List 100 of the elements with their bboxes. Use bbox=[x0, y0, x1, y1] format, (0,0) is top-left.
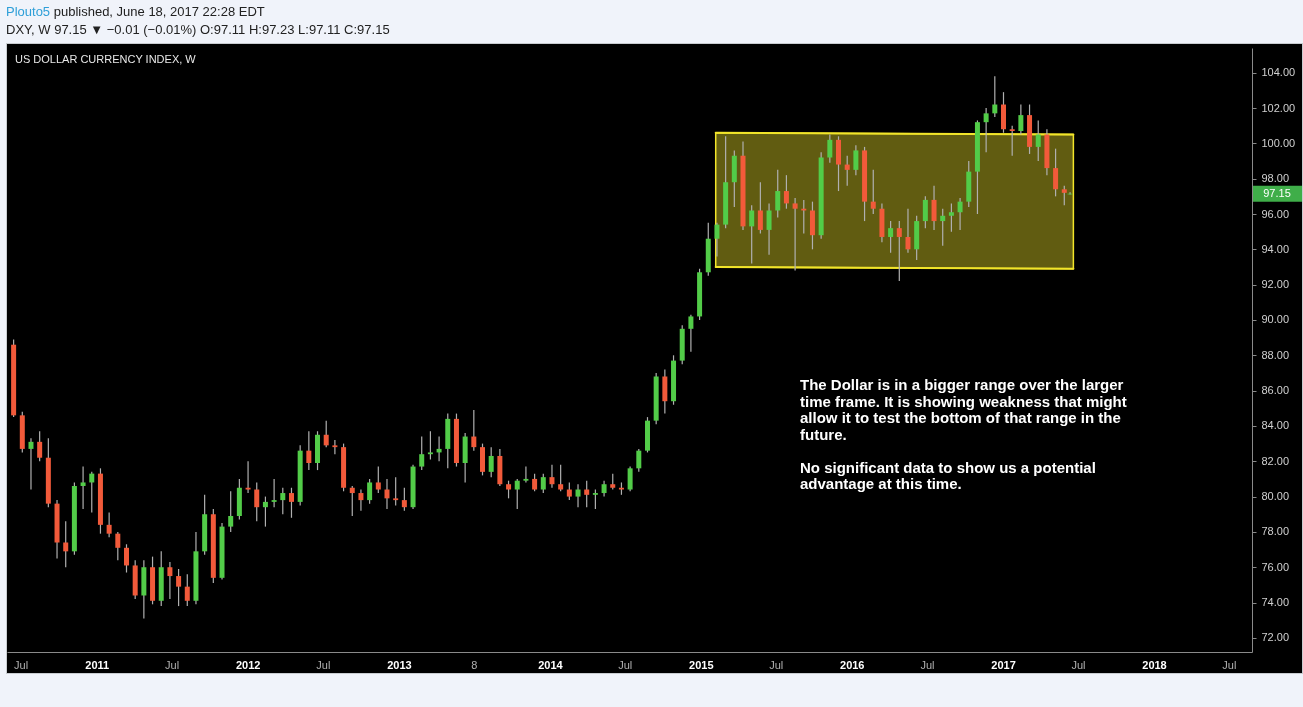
chart-title: US DOLLAR CURRENCY INDEX, W bbox=[15, 53, 197, 65]
candlestick bbox=[1009, 125, 1015, 157]
candlestick bbox=[870, 169, 876, 215]
candlestick bbox=[714, 222, 720, 257]
candlestick bbox=[627, 465, 633, 492]
candlestick bbox=[375, 465, 381, 494]
x-tick-label: Jul bbox=[316, 658, 331, 671]
x-tick-label: Jul bbox=[1222, 658, 1237, 671]
y-tick-label: 72.00 bbox=[1261, 631, 1290, 644]
candlestick bbox=[332, 439, 338, 455]
x-tick-label: 2012 bbox=[235, 658, 261, 671]
x-tick-label: 2014 bbox=[538, 658, 564, 671]
candlestick bbox=[688, 314, 694, 353]
candlestick bbox=[575, 483, 581, 508]
candlestick bbox=[176, 568, 182, 607]
x-tick-label: 2011 bbox=[85, 658, 110, 671]
candlestick bbox=[254, 481, 260, 522]
x-tick-label: 2015 bbox=[689, 658, 714, 671]
candlestick bbox=[401, 487, 407, 512]
x-tick-label: Jul bbox=[14, 658, 29, 671]
candlestick bbox=[549, 464, 555, 489]
y-tick-label: 96.00 bbox=[1261, 207, 1290, 220]
chart-subtitle: DXY, W 97.15 ▼ −0.01 (−0.01%) O:97.11 H:97.23 L:97.11 C:97.15 bbox=[6, 22, 390, 37]
candlestick bbox=[306, 430, 312, 471]
candlestick bbox=[827, 133, 833, 164]
candlestick bbox=[584, 480, 590, 508]
y-tick-label: 84.00 bbox=[1261, 419, 1290, 432]
annotation: The Dollar is in a bigger range over the larger time frame. It is showing weakness that might allow it to test the bottom of that range in the future. bbox=[800, 376, 1127, 443]
candlestick bbox=[63, 520, 69, 568]
x-tick-label: 8 bbox=[471, 658, 478, 671]
candlestick bbox=[783, 174, 789, 210]
candlestick bbox=[957, 197, 963, 231]
x-tick-label: Jul bbox=[618, 658, 633, 671]
candlestick bbox=[271, 478, 277, 508]
candlestick bbox=[888, 220, 894, 254]
candlestick bbox=[349, 485, 355, 517]
candlestick bbox=[419, 435, 425, 471]
candlestick bbox=[523, 465, 529, 484]
candlestick bbox=[1061, 185, 1067, 206]
candlestick bbox=[167, 561, 173, 600]
candlestick bbox=[1035, 119, 1041, 162]
candlestick bbox=[262, 495, 268, 528]
y-tick-label: 102.00 bbox=[1261, 101, 1296, 114]
candlestick bbox=[124, 543, 129, 574]
candlestick bbox=[931, 185, 937, 231]
candlestick bbox=[792, 197, 798, 272]
x-tick-label: 2017 bbox=[991, 658, 1016, 671]
candlestick bbox=[853, 144, 859, 176]
y-tick-label: 94.00 bbox=[1261, 242, 1290, 255]
candlestick bbox=[775, 169, 781, 219]
y-tick-label: 104.00 bbox=[1261, 66, 1296, 79]
candlestick bbox=[922, 195, 928, 229]
candlestick bbox=[323, 420, 329, 448]
y-tick-label: 98.00 bbox=[1261, 172, 1290, 185]
candlestick bbox=[749, 204, 755, 265]
candlestick bbox=[89, 471, 95, 514]
candlestick bbox=[844, 155, 850, 187]
candlestick bbox=[540, 473, 546, 494]
candlestick bbox=[288, 487, 294, 519]
candlestick bbox=[80, 465, 86, 510]
y-tick-label: 88.00 bbox=[1261, 348, 1290, 361]
candlestick bbox=[948, 202, 954, 233]
candlestick bbox=[280, 487, 286, 515]
candlestick bbox=[558, 464, 564, 492]
candlestick bbox=[28, 437, 34, 491]
candlestick bbox=[757, 181, 763, 235]
y-tick-label: 90.00 bbox=[1261, 313, 1290, 326]
candlestick bbox=[636, 448, 642, 473]
x-tick-label: Jul bbox=[769, 658, 784, 671]
y-tick-label: 82.00 bbox=[1261, 454, 1290, 467]
y-tick-label: 100.00 bbox=[1261, 136, 1296, 149]
x-tick-label: 2016 bbox=[840, 658, 865, 671]
y-tick-label: 78.00 bbox=[1261, 525, 1290, 538]
x-tick-label: Jul bbox=[920, 658, 935, 671]
candlestick bbox=[488, 446, 494, 478]
candlestick bbox=[471, 409, 477, 452]
candlestick bbox=[115, 531, 121, 561]
annotation: No significant data to show us a potential advantage at this time. bbox=[800, 458, 1096, 492]
candlestick bbox=[896, 220, 902, 282]
candlestick bbox=[766, 202, 772, 256]
candlestick bbox=[514, 478, 520, 510]
candlestick bbox=[905, 208, 911, 254]
candlestick bbox=[106, 511, 112, 538]
text: Plouto5 published, June 18, 2017 22:28 EDT bbox=[6, 4, 265, 19]
candlestick bbox=[184, 573, 190, 607]
candlestick bbox=[940, 208, 946, 247]
x-tick-label: 2018 bbox=[1142, 658, 1167, 671]
candlestick bbox=[384, 478, 390, 510]
text: 97.15 bbox=[1263, 186, 1291, 199]
x-tick-label: Jul bbox=[1071, 658, 1086, 671]
x-tick-label: Jul bbox=[165, 658, 180, 671]
x-tick-label: 2013 bbox=[387, 658, 412, 671]
candlestick bbox=[992, 75, 998, 118]
candlestick bbox=[1018, 103, 1024, 136]
candlestick bbox=[228, 490, 234, 533]
candlestick bbox=[592, 488, 598, 510]
y-tick-label: 86.00 bbox=[1261, 384, 1290, 397]
candlestick bbox=[983, 107, 989, 153]
y-tick-label: 76.00 bbox=[1261, 560, 1290, 573]
candlestick bbox=[393, 476, 399, 507]
